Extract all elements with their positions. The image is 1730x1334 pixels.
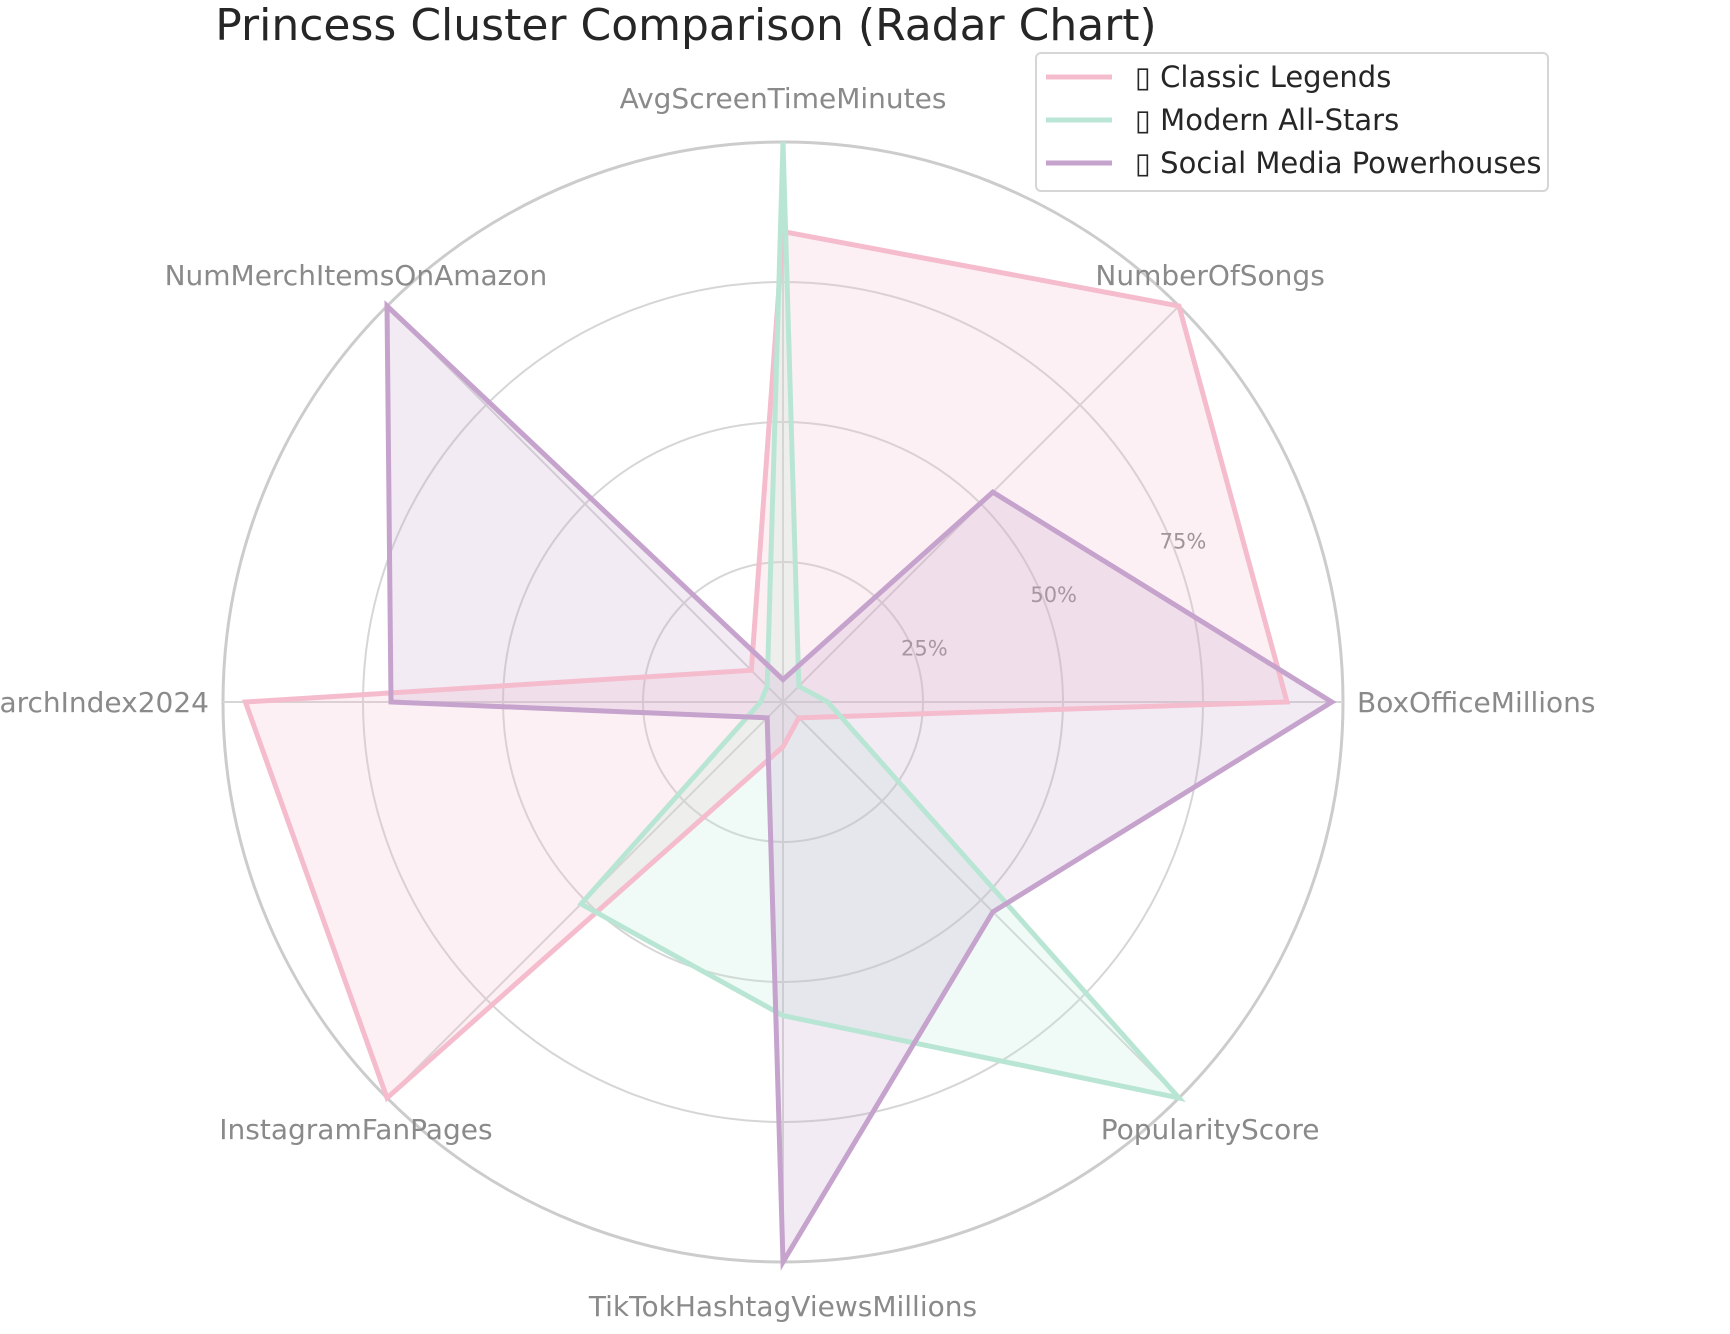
series-fill-social-media-powerhouses <box>387 306 1332 1262</box>
legend-label-classic-legends: ▯ Classic Legends <box>1135 60 1391 94</box>
legend-label-social-media-powerhouses: ▯ Social Media Powerhouses <box>1135 146 1541 180</box>
r-tick-label: 25% <box>901 636 948 660</box>
legend: ▯ Classic Legends ▯ Modern All-Stars ▯ Soc… <box>1035 52 1549 192</box>
r-tick-label: 75% <box>1160 529 1207 553</box>
series-line-social-media-powerhouses <box>384 300 1337 1271</box>
axis-label-avgscreentimeminutes: AvgScreenTimeMinutes <box>620 82 947 115</box>
axis-label-popularityscore: PopularityScore <box>1101 1113 1320 1146</box>
series-line-modern-all-stars <box>577 141 1186 1102</box>
axis-labels: BoxOfficeMillions NumberOfSongs AvgScreenT… <box>0 82 1596 1323</box>
axis-label-googlesearchindex2024: GoogleSearchIndex2024 <box>0 686 209 719</box>
axis-label-boxofficemillions: BoxOfficeMillions <box>1357 686 1596 719</box>
spoke-nummerchitemsonamazon <box>386 305 784 703</box>
series-areas <box>241 141 1337 1271</box>
series-fill-modern-all-stars <box>581 142 1179 1098</box>
chart-title: Princess Cluster Comparison (Radar Chart… <box>215 0 1156 51</box>
r-tick-label: 50% <box>1030 583 1077 607</box>
axis-label-tiktokhashtagviewsmillions: TikTokHashtagViewsMillions <box>588 1290 977 1323</box>
legend-frame <box>1035 52 1549 192</box>
axis-label-instagramfanpages: InstagramFanPages <box>219 1113 492 1146</box>
series-line-classic-legends <box>241 228 1291 1103</box>
axis-label-nummerchitemsonamazon: NumMerchItemsOnAmazon <box>165 259 548 292</box>
spoke-popularityscore <box>782 701 1180 1099</box>
axis-label-numberofsongs: NumberOfSongs <box>1095 259 1324 292</box>
legend-label-modern-all-stars: ▯ Modern All-Stars <box>1135 103 1399 137</box>
